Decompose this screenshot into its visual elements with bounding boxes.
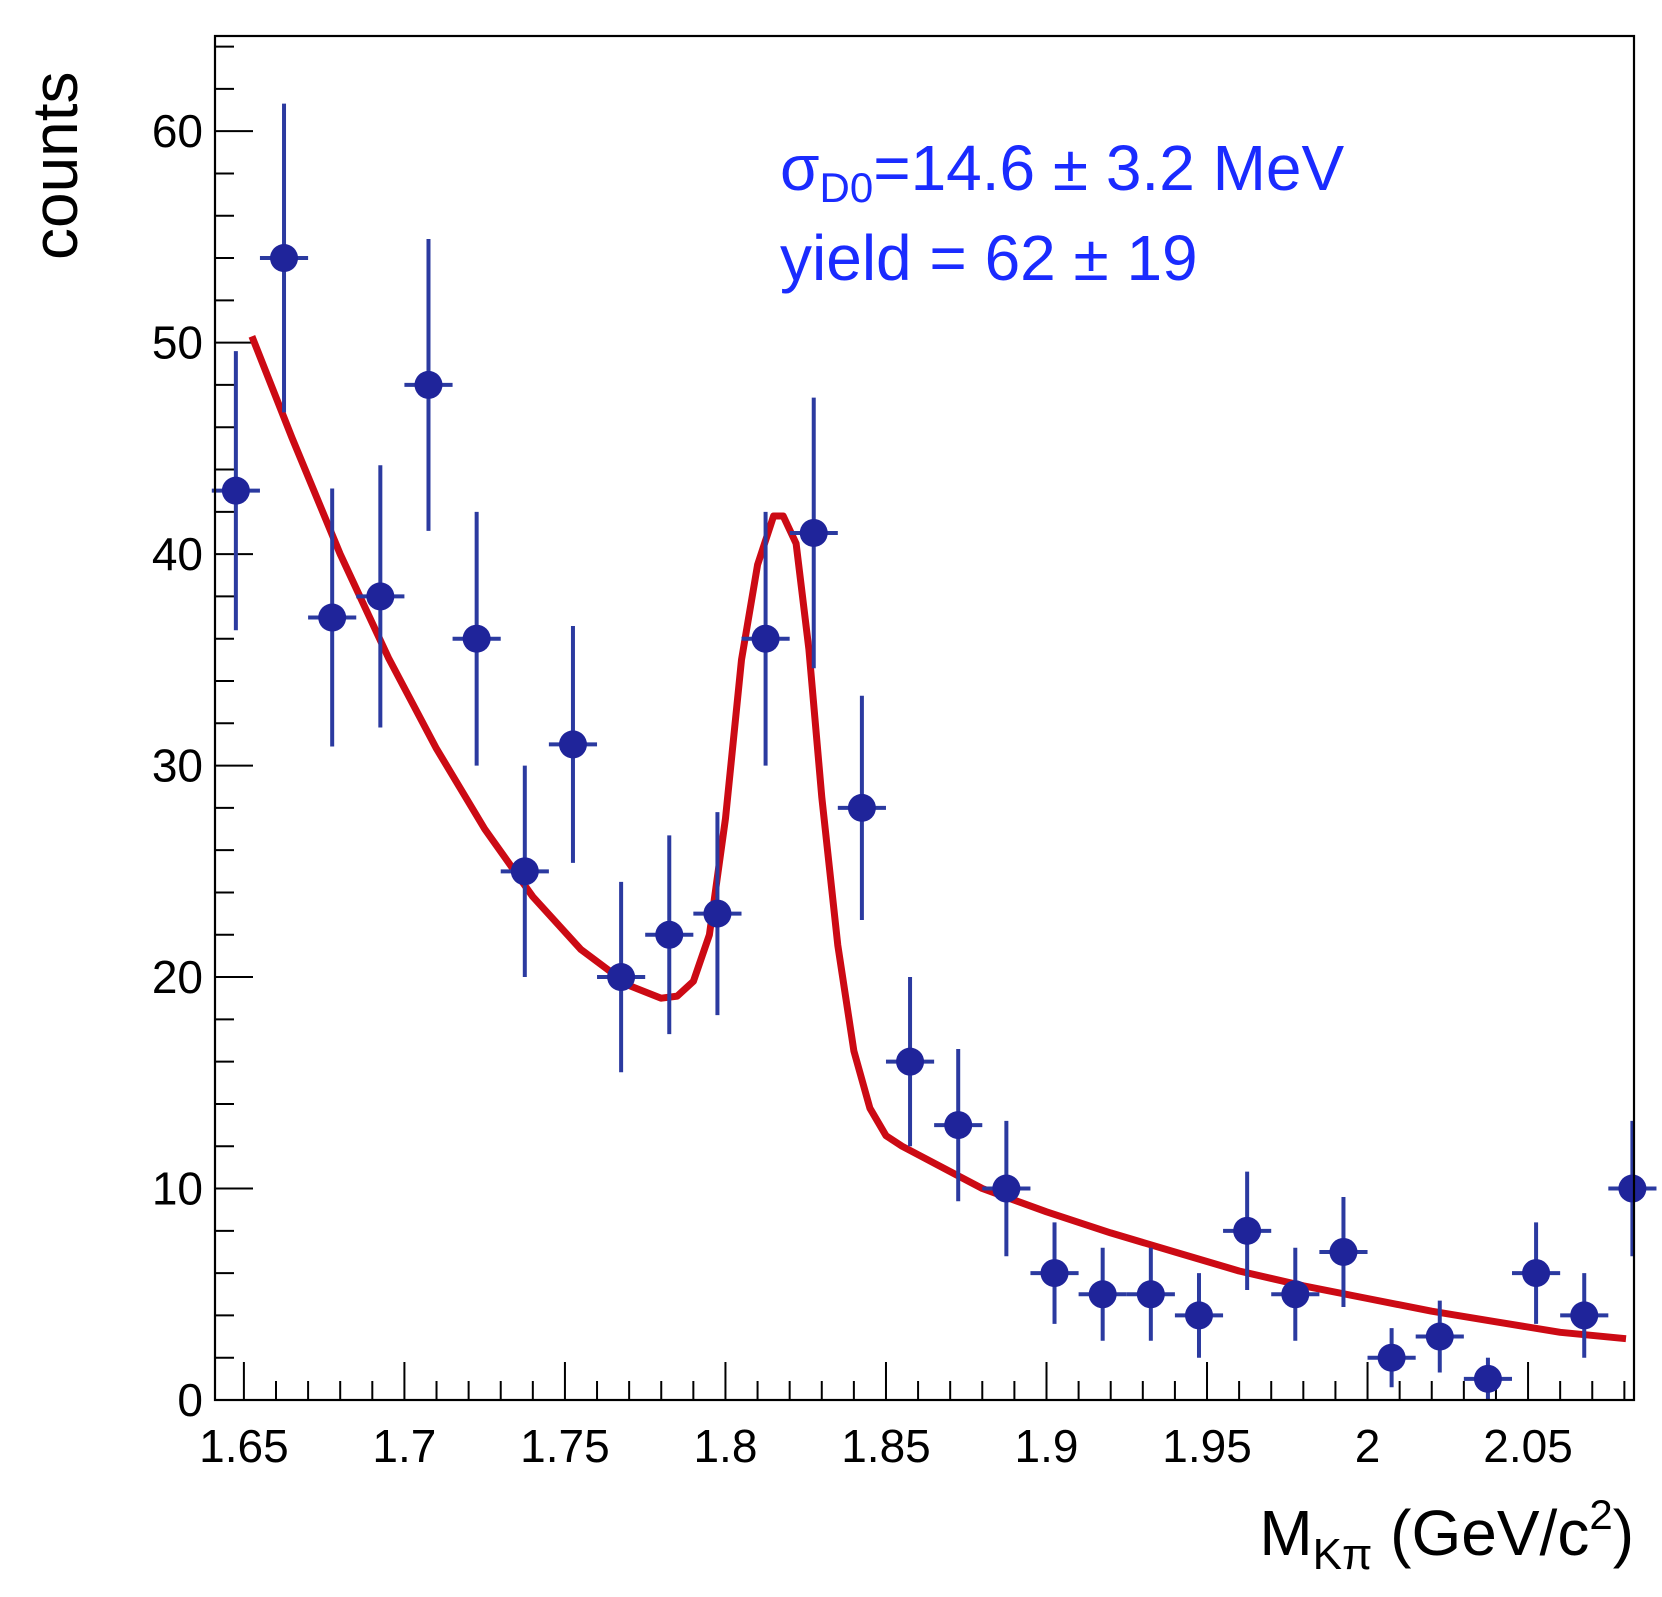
data-point-group — [1271, 1247, 1320, 1341]
x-tick-label: 1.95 — [1162, 1420, 1252, 1472]
data-point — [510, 857, 539, 886]
data-point — [270, 244, 299, 273]
data-point-group — [452, 511, 501, 766]
data-point — [655, 920, 684, 949]
x-axis-label-units: (GeV/c — [1372, 1497, 1589, 1569]
data-point-group — [1126, 1247, 1175, 1341]
data-point-group — [645, 835, 694, 1035]
data-point — [896, 1047, 925, 1076]
data-point-group — [1560, 1273, 1609, 1358]
data-point-group — [934, 1048, 983, 1202]
data-point — [607, 963, 636, 992]
data-point — [1184, 1301, 1213, 1330]
plot-frame — [213, 34, 1636, 1402]
data-point — [318, 603, 347, 632]
data-point — [1088, 1280, 1117, 1309]
x-axis-label-close: ) — [1613, 1497, 1634, 1569]
data-point-group — [837, 695, 886, 920]
data-point-group — [1512, 1222, 1561, 1324]
x-tick-label: 1.65 — [199, 1420, 289, 1472]
x-tick-label: 1.9 — [1015, 1420, 1079, 1472]
data-point — [558, 730, 587, 759]
data-point-group — [259, 103, 309, 413]
data-point — [1473, 1364, 1502, 1393]
x-tick-labels: 1.65 1.7 1.75 1.8 1.85 1.9 1.95 2 2.05 — [199, 1420, 1573, 1472]
data-point-group — [1030, 1222, 1079, 1324]
x-tick-label: 1.85 — [841, 1420, 931, 1472]
x-tick-label: 1.8 — [693, 1420, 757, 1472]
y-tick-label: 0 — [177, 1374, 203, 1426]
data-point — [1281, 1280, 1310, 1309]
axis-ticks — [215, 45, 1626, 1401]
x-tick-label: 1.7 — [372, 1420, 436, 1472]
data-point-group — [885, 977, 935, 1147]
yield-annotation: yield = 62 ± 19 — [780, 222, 1198, 294]
data-point — [703, 899, 732, 928]
data-point-group — [1367, 1328, 1416, 1388]
data-point-group — [1319, 1196, 1368, 1307]
sigma-subscript: D0 — [820, 164, 874, 211]
x-axis-label-subscript: Kπ — [1313, 1530, 1373, 1579]
data-point-group — [1223, 1171, 1272, 1291]
x-tick-label: 2.05 — [1483, 1420, 1573, 1472]
x-axis-label-superscript: 2 — [1589, 1491, 1612, 1538]
y-tick-label: 60 — [152, 105, 203, 157]
data-point — [992, 1174, 1021, 1203]
x-tick-label: 1.75 — [520, 1420, 610, 1472]
data-point-group — [1078, 1247, 1127, 1341]
y-tick-label: 50 — [152, 317, 203, 369]
data-point-group — [1174, 1273, 1224, 1358]
data-point-group — [693, 812, 742, 1016]
data-point-group — [356, 465, 405, 728]
data-point — [1522, 1259, 1551, 1288]
y-tick-label: 10 — [152, 1163, 203, 1215]
y-tick-label: 30 — [152, 740, 203, 792]
fit-curve — [248, 335, 1627, 1343]
data-point — [1136, 1280, 1165, 1309]
data-point-group — [982, 1120, 1031, 1257]
y-tick-label: 20 — [152, 951, 203, 1003]
data-point-group — [548, 626, 598, 863]
fit-curve-layer — [248, 335, 1627, 1343]
y-tick-label: 40 — [152, 528, 203, 580]
data-point-group — [1608, 1120, 1657, 1257]
data-point-group — [500, 765, 549, 978]
data-point — [1618, 1174, 1647, 1203]
data-point — [1425, 1322, 1454, 1351]
y-axis-label: counts — [19, 71, 91, 260]
data-point — [751, 624, 780, 653]
data-point — [462, 624, 491, 653]
data-point — [799, 518, 828, 547]
data-points-layer — [211, 103, 1657, 1400]
data-point-group — [741, 511, 790, 766]
data-point-group — [404, 239, 453, 531]
sigma-value: =14.6 ± 3.2 MeV — [873, 132, 1344, 204]
data-point-group — [1415, 1300, 1464, 1373]
data-point — [847, 793, 876, 822]
data-point — [221, 476, 250, 505]
data-point-group — [211, 351, 260, 631]
data-point — [1377, 1343, 1406, 1372]
sigma-symbol: σ — [780, 132, 820, 204]
x-tick-label: 2 — [1355, 1420, 1381, 1472]
sigma-annotation: σD0=14.6 ± 3.2 MeV — [780, 132, 1344, 211]
data-point — [1329, 1237, 1358, 1266]
data-point — [366, 582, 395, 611]
data-point-group — [789, 397, 838, 669]
data-point-group — [597, 881, 646, 1073]
data-point — [1040, 1259, 1069, 1288]
data-point — [1233, 1216, 1262, 1245]
x-axis-label: MKπ (GeV/c2) — [1259, 1491, 1634, 1579]
data-point-group — [308, 488, 357, 747]
data-point-group — [1463, 1357, 1513, 1400]
data-point — [1570, 1301, 1599, 1330]
x-axis-label-main: M — [1259, 1497, 1312, 1569]
y-tick-labels: 0 10 20 30 40 50 60 — [152, 105, 203, 1426]
data-point — [944, 1111, 973, 1140]
data-point — [414, 370, 443, 399]
